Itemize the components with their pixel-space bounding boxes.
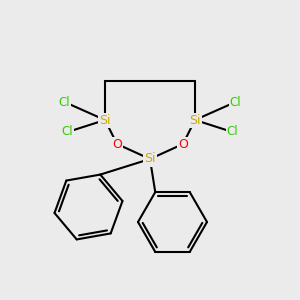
Text: O: O	[178, 137, 188, 151]
Text: Cl: Cl	[227, 125, 238, 139]
Text: O: O	[112, 137, 122, 151]
Text: Cl: Cl	[62, 125, 73, 139]
Text: Si: Si	[99, 113, 111, 127]
Text: Cl: Cl	[230, 95, 241, 109]
Text: Si: Si	[144, 152, 156, 166]
Text: Cl: Cl	[59, 95, 70, 109]
Text: Si: Si	[189, 113, 201, 127]
